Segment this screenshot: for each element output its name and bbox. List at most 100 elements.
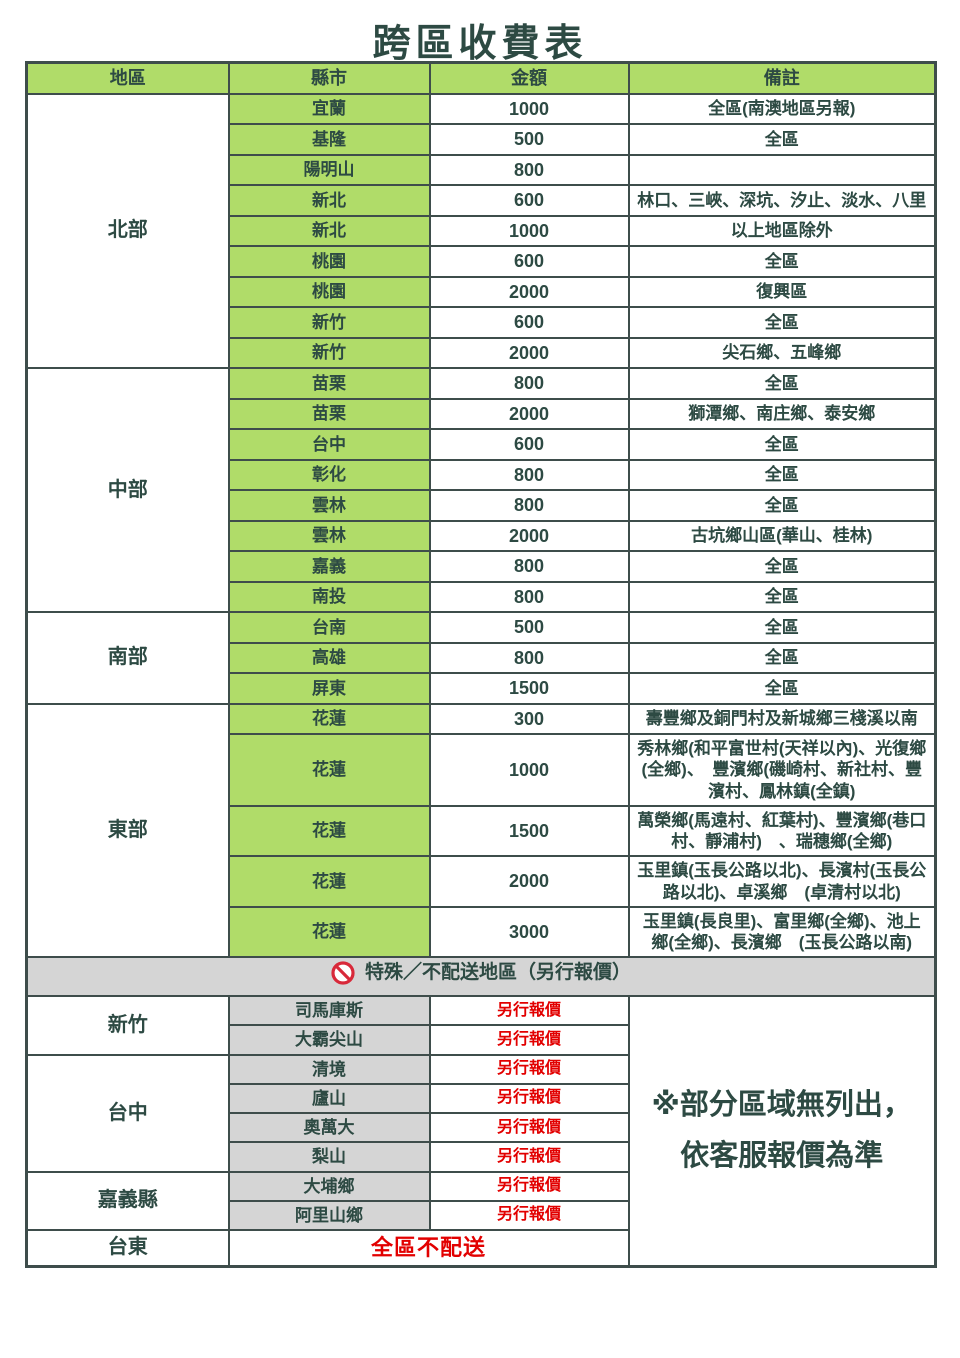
note-cell: 全區 bbox=[627, 550, 937, 583]
special-banner-row: 特殊／不配送地區（另行報價） bbox=[25, 956, 937, 997]
county-cell: 陽明山 bbox=[227, 153, 431, 186]
amount-cell: 300 bbox=[428, 702, 630, 735]
table-row: 花蓮 1000 秀林鄉(和平富世村(天祥以內)、光復鄉(全鄉)、 豐濱鄉(磯崎村、新… bbox=[27, 733, 937, 807]
table-row: 奧萬大 另行報價 bbox=[27, 1111, 936, 1144]
amount-cell: 600 bbox=[428, 428, 630, 461]
region-cell: 台東 bbox=[25, 1229, 230, 1267]
table-row: 南部 台南 500 全區 bbox=[25, 611, 937, 705]
amount-cell: 1500 bbox=[428, 804, 630, 858]
note-cell: 全區 bbox=[627, 306, 937, 339]
amount-cell: 2000 bbox=[428, 519, 630, 552]
amount-cell: 1000 bbox=[428, 733, 630, 807]
amount-cell: 500 bbox=[428, 123, 630, 156]
table-row: 陽明山 800 bbox=[27, 153, 937, 186]
amount-cell: 800 bbox=[428, 489, 630, 522]
amount-cell: 800 bbox=[428, 641, 630, 674]
table-row: 廬山 另行報價 bbox=[27, 1082, 936, 1115]
county-cell: 花蓮 bbox=[227, 702, 431, 735]
table-row: 大霸尖山 另行報價 bbox=[27, 1024, 936, 1056]
amount-cell: 1500 bbox=[428, 672, 630, 705]
county-cell: 花蓮 bbox=[227, 855, 431, 908]
county-cell: 雲林 bbox=[227, 519, 431, 552]
quote-cell: 另行報價 bbox=[428, 1024, 630, 1056]
header-row: 地區 縣市 金額 備註 bbox=[25, 61, 937, 95]
table-row: 雲林 2000 古坑鄉山區(華山、桂林) bbox=[27, 519, 937, 552]
county-cell: 花蓮 bbox=[227, 905, 431, 959]
county-cell: 新北 bbox=[227, 184, 431, 217]
county-cell: 基隆 bbox=[227, 123, 431, 156]
quote-cell: 另行報價 bbox=[428, 1170, 630, 1202]
region-cell: 新竹 bbox=[25, 995, 230, 1056]
amount-cell: 1000 bbox=[428, 92, 630, 125]
county-cell: 司馬庫斯 bbox=[227, 994, 431, 1027]
note-cell: 秀林鄉(和平富世村(天祥以內)、光復鄉(全鄉)、 豐濱鄉(磯崎村、新社村、豐濱村… bbox=[627, 733, 937, 807]
county-cell: 苗栗 bbox=[227, 367, 431, 400]
county-cell: 桃園 bbox=[227, 275, 431, 308]
table-row: 東部 花蓮 300 壽豐鄉及銅門村及新城鄉三棧溪以南 bbox=[25, 702, 937, 959]
table-row: 新北 600 林口、三峽、深坑、汐止、淡水、八里 bbox=[27, 184, 937, 217]
amount-cell: 600 bbox=[428, 184, 630, 217]
county-cell: 梨山 bbox=[227, 1141, 431, 1173]
county-cell: 新竹 bbox=[227, 336, 431, 369]
note-cell: 壽豐鄉及銅門村及新城鄉三棧溪以南 bbox=[627, 702, 937, 735]
county-cell: 高雄 bbox=[227, 641, 431, 674]
service-note-line: 依客服報價為準 bbox=[680, 1139, 884, 1172]
table-row: 台東 全區不配送 bbox=[25, 1229, 936, 1267]
county-cell: 廬山 bbox=[227, 1082, 431, 1115]
county-cell: 新北 bbox=[227, 214, 431, 247]
table-row: 彰化 800 全區 bbox=[27, 458, 937, 491]
table-row: 中部 苗栗 800 全區 bbox=[25, 367, 937, 613]
county-cell: 屏東 bbox=[227, 672, 431, 705]
amount-cell: 2000 bbox=[428, 275, 630, 308]
county-cell: 花蓮 bbox=[227, 804, 431, 858]
banner-content: 特殊／不配送地區（另行報價） bbox=[331, 961, 631, 985]
quote-cell: 另行報價 bbox=[428, 1199, 630, 1232]
county-cell: 嘉義 bbox=[227, 550, 431, 583]
note-cell: 全區 bbox=[627, 611, 937, 644]
table-row: 雲林 800 全區 bbox=[27, 489, 937, 522]
table-row: 基隆 500 全區 bbox=[27, 123, 937, 156]
county-cell: 大霸尖山 bbox=[227, 1024, 431, 1056]
county-cell: 雲林 bbox=[227, 489, 431, 522]
table-row: 新北 1000 以上地區除外 bbox=[27, 214, 937, 247]
header-note: 備註 bbox=[627, 61, 937, 95]
region-cell: 南部 bbox=[25, 611, 230, 705]
quote-cell: 另行報價 bbox=[428, 1111, 630, 1144]
service-note-line: ※部分區域無列出， bbox=[651, 1089, 912, 1121]
county-cell: 大埔鄉 bbox=[227, 1170, 431, 1202]
note-cell: 全區 bbox=[627, 672, 937, 705]
amount-cell: 2000 bbox=[428, 336, 630, 369]
region-cell: 嘉義縣 bbox=[25, 1170, 230, 1231]
county-cell: 宜蘭 bbox=[227, 92, 431, 125]
amount-cell: 2000 bbox=[428, 397, 630, 430]
fee-table-body: 北部 宜蘭 1000 全區(南澳地區另報) 基隆 500 全區 陽明山 800 新北 600 林口、三… bbox=[25, 92, 937, 1267]
header-region: 地區 bbox=[25, 61, 230, 95]
county-cell: 花蓮 bbox=[227, 733, 431, 807]
table-row: 花蓮 3000 玉里鎮(長良里)、富里鄉(全鄉)、池上鄉(全鄉)、長濱鄉 (玉長公路… bbox=[27, 905, 937, 959]
table-row: 花蓮 1500 萬榮鄉(馬遠村、紅葉村)、豐濱鄉(巷口村、靜浦村) 、瑞穗鄉(全鄉) bbox=[27, 804, 937, 858]
amount-cell: 800 bbox=[428, 550, 630, 583]
county-cell: 奧萬大 bbox=[227, 1111, 431, 1144]
amount-cell: 800 bbox=[428, 367, 630, 400]
service-note-cell: ※部分區域無列出， 依客服報價為準 bbox=[627, 995, 937, 1267]
note-cell: 全區 bbox=[627, 428, 937, 461]
no-delivery-cell: 全區不配送 bbox=[227, 1229, 630, 1267]
table-row: 花蓮 2000 玉里鎮(玉長公路以北)、長濱村(玉長公路以北)、卓溪鄉 (卓清村以北… bbox=[27, 855, 937, 908]
note-cell: 全區 bbox=[627, 489, 937, 522]
region-cell: 北部 bbox=[25, 92, 230, 369]
note-cell: 復興區 bbox=[627, 275, 937, 308]
county-cell: 桃園 bbox=[227, 245, 431, 278]
county-cell: 彰化 bbox=[227, 458, 431, 491]
note-cell: 全區 bbox=[627, 245, 937, 278]
region-cell: 台中 bbox=[25, 1053, 230, 1173]
note-cell: 林口、三峽、深坑、汐止、淡水、八里 bbox=[627, 184, 937, 217]
region-cell: 中部 bbox=[25, 367, 230, 613]
header-county: 縣市 bbox=[227, 61, 431, 95]
note-cell bbox=[627, 153, 937, 186]
note-cell: 萬榮鄉(馬遠村、紅葉村)、豐濱鄉(巷口村、靜浦村) 、瑞穗鄉(全鄉) bbox=[627, 804, 937, 858]
table-row: 新竹 2000 尖石鄉、五峰鄉 bbox=[27, 336, 937, 369]
fee-table: 地區 縣市 金額 備註 北部 宜蘭 1000 全區(南澳地區另報) 基隆 500 全區 陽明山… bbox=[25, 61, 937, 1268]
region-cell: 東部 bbox=[25, 702, 230, 959]
table-row: 北部 宜蘭 1000 全區(南澳地區另報) bbox=[25, 92, 937, 369]
no-entry-icon bbox=[331, 961, 355, 985]
